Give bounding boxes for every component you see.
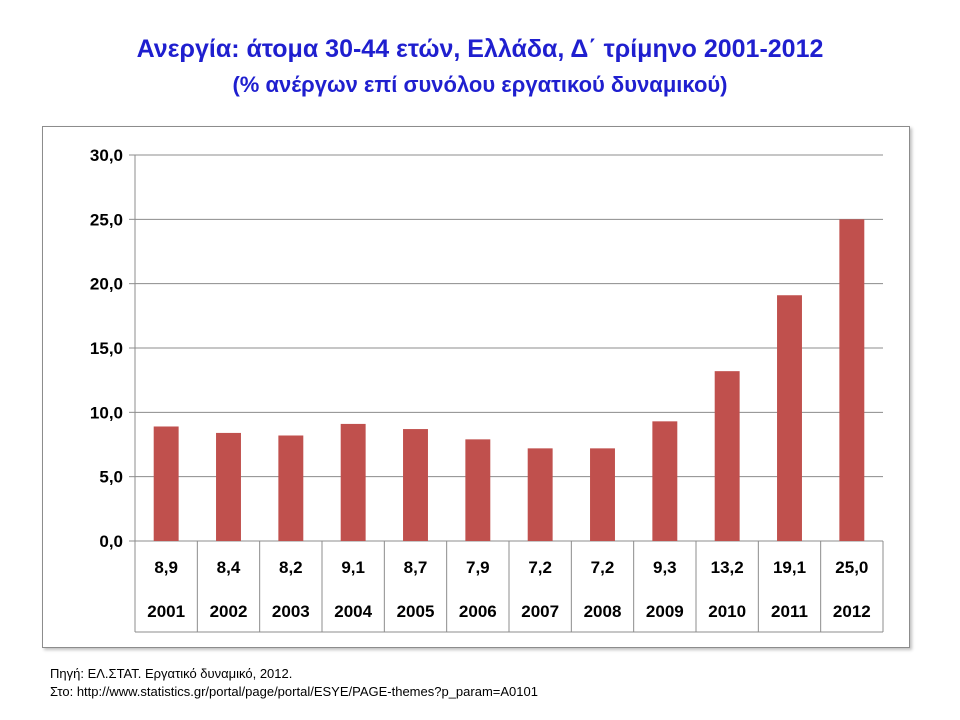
bar [278,435,304,541]
bar [403,429,428,541]
bar-chart: 0,0 5,0 10,0 15,0 20,0 25,0 30,0 8,9 2001 8,4 2002… [90,146,884,633]
data-label: 8,7 [404,558,428,577]
x-category-label: 2004 [334,602,372,621]
bar [216,432,241,541]
x-category-label: 2001 [147,602,185,621]
x-category-label: 2007 [521,602,559,621]
y-tick-label: 15,0 [90,339,123,358]
y-tick-label: 10,0 [90,403,123,422]
data-label: 9,3 [653,558,677,577]
bar [714,371,740,541]
x-category-label: 2002 [210,602,248,621]
bar [527,448,553,541]
source-url: Στο: http://www.statistics.gr/portal/pag… [50,684,538,699]
x-category-label: 2003 [272,602,310,621]
data-label: 25,0 [835,558,868,577]
data-label: 19,1 [773,558,806,577]
chart-subtitle: (% ανέργων επί συνόλου εργατικού δυναμικ… [232,72,728,97]
data-label: 8,9 [154,558,178,577]
data-label: 8,4 [217,558,241,577]
bar [777,295,802,541]
y-tick-label: 30,0 [90,146,123,165]
x-category-label: 2011 [771,602,808,621]
y-tick-label: 25,0 [90,210,123,229]
data-label: 8,2 [279,558,303,577]
y-tick-label: 5,0 [99,468,123,487]
bar [153,426,179,541]
data-label: 9,1 [341,558,365,577]
y-tick-label: 20,0 [90,275,123,294]
data-label: 7,2 [528,558,552,577]
x-category-label: 2009 [646,602,684,621]
x-category-label: 2005 [397,602,435,621]
chart-area: 0,0 5,0 10,0 15,0 20,0 25,0 30,0 8,9 2001 8,4 2002… [42,126,910,648]
bar [839,219,865,541]
data-label: 7,2 [591,558,615,577]
y-tick-label: 0,0 [99,532,123,551]
chart-title: Ανεργία: άτομα 30-44 ετών, Ελλάδα, Δ΄ τρ… [136,35,824,63]
x-category-label: 2006 [459,602,497,621]
bar [340,423,366,541]
bar [465,439,491,541]
bar [590,448,615,541]
data-label: 7,9 [466,558,490,577]
x-category-label: 2012 [833,602,871,621]
source-note: Πηγή: ΕΛ.ΣΤΑΤ. Εργατικό δυναμικό, 2012. [50,666,293,681]
x-category-label: 2008 [584,602,622,621]
x-category-label: 2010 [708,602,746,621]
bar [652,421,678,541]
data-label: 13,2 [711,558,744,577]
